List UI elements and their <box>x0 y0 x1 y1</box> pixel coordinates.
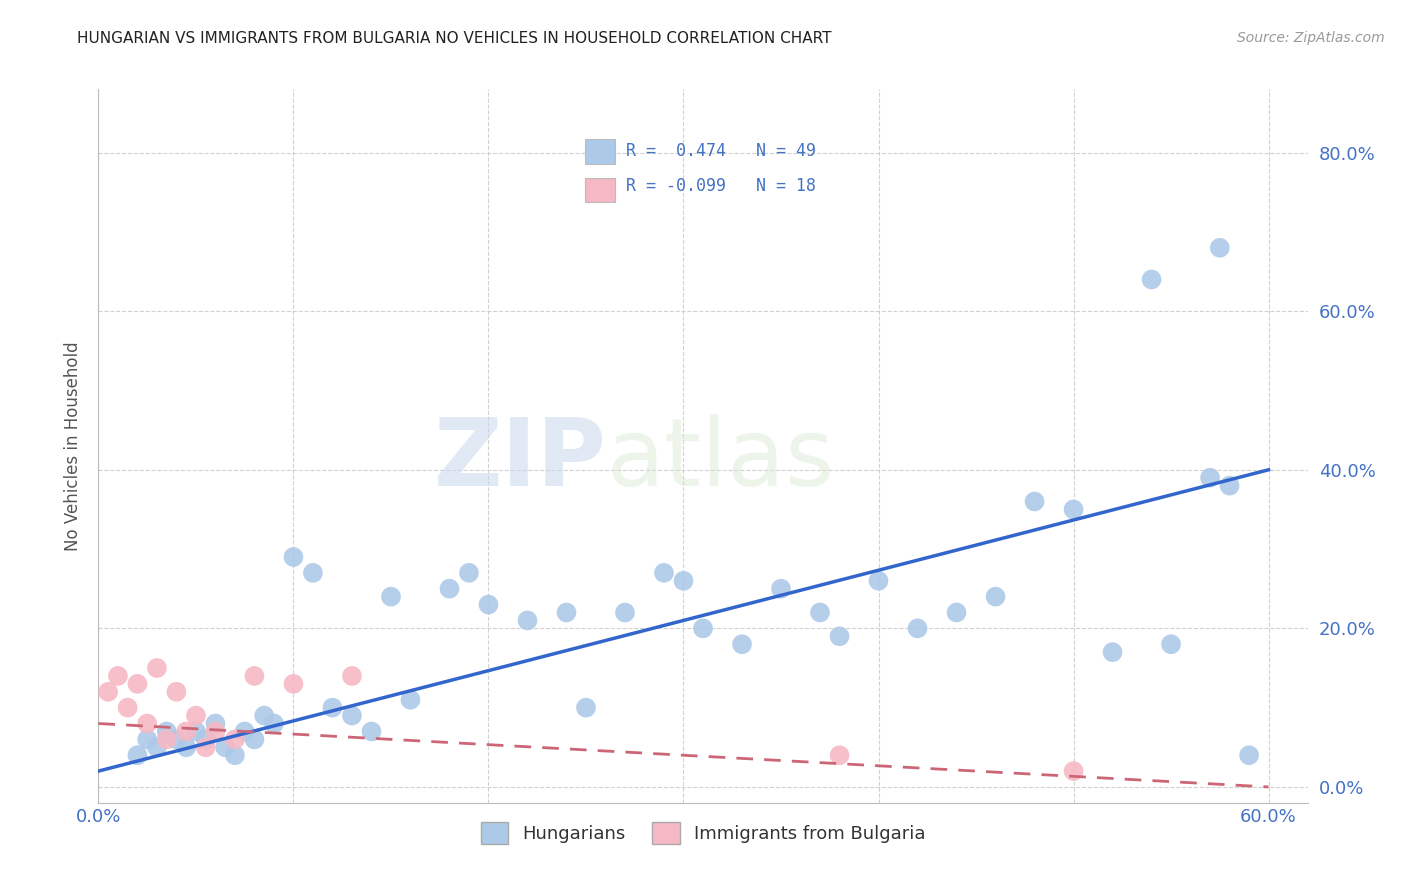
Point <box>672 574 695 588</box>
Point <box>984 590 1007 604</box>
Point <box>439 582 461 596</box>
Point <box>340 708 363 723</box>
Point <box>243 732 266 747</box>
Point <box>253 708 276 723</box>
Y-axis label: No Vehicles in Household: No Vehicles in Household <box>65 341 83 551</box>
Text: atlas: atlas <box>606 414 835 507</box>
Point <box>184 724 207 739</box>
Point <box>652 566 675 580</box>
Point <box>146 740 169 755</box>
Point <box>174 724 197 739</box>
Point <box>127 748 149 763</box>
Point <box>194 732 217 747</box>
Point <box>399 692 422 706</box>
Point <box>692 621 714 635</box>
Point <box>214 740 236 755</box>
Point <box>184 708 207 723</box>
Point <box>127 677 149 691</box>
Point <box>868 574 890 588</box>
Point <box>1024 494 1046 508</box>
Point <box>458 566 481 580</box>
Point <box>808 606 831 620</box>
Point <box>136 732 159 747</box>
Point <box>614 606 637 620</box>
Point <box>165 732 187 747</box>
Point <box>165 685 187 699</box>
Point <box>204 724 226 739</box>
Point <box>907 621 929 635</box>
Point <box>575 700 598 714</box>
Point <box>1199 471 1222 485</box>
Point <box>283 549 305 564</box>
Point <box>97 685 120 699</box>
Point <box>380 590 402 604</box>
Point <box>194 740 217 755</box>
Point <box>136 716 159 731</box>
Point <box>243 669 266 683</box>
Point <box>1209 241 1232 255</box>
Point <box>340 669 363 683</box>
Point <box>828 748 851 763</box>
Point <box>263 716 285 731</box>
Point <box>117 700 139 714</box>
Point <box>1140 272 1163 286</box>
Point <box>731 637 754 651</box>
Point <box>1101 645 1123 659</box>
Point <box>1063 764 1085 778</box>
Point <box>224 732 246 747</box>
Point <box>156 732 179 747</box>
Point <box>321 700 343 714</box>
Point <box>1237 748 1260 763</box>
Point <box>555 606 578 620</box>
Text: HUNGARIAN VS IMMIGRANTS FROM BULGARIA NO VEHICLES IN HOUSEHOLD CORRELATION CHART: HUNGARIAN VS IMMIGRANTS FROM BULGARIA NO… <box>77 31 832 46</box>
Point <box>945 606 967 620</box>
Point <box>360 724 382 739</box>
Legend: Hungarians, Immigrants from Bulgaria: Hungarians, Immigrants from Bulgaria <box>474 814 932 851</box>
Text: ZIP: ZIP <box>433 414 606 507</box>
Point <box>233 724 256 739</box>
Point <box>516 614 538 628</box>
Point <box>302 566 325 580</box>
Point <box>174 740 197 755</box>
Point <box>204 716 226 731</box>
Point <box>769 582 792 596</box>
Point <box>828 629 851 643</box>
Point <box>156 724 179 739</box>
Text: Source: ZipAtlas.com: Source: ZipAtlas.com <box>1237 31 1385 45</box>
Point <box>146 661 169 675</box>
Point <box>1063 502 1085 516</box>
Point <box>477 598 499 612</box>
Point <box>224 748 246 763</box>
Point <box>107 669 129 683</box>
Point <box>1160 637 1182 651</box>
Point <box>283 677 305 691</box>
Point <box>1219 478 1241 492</box>
